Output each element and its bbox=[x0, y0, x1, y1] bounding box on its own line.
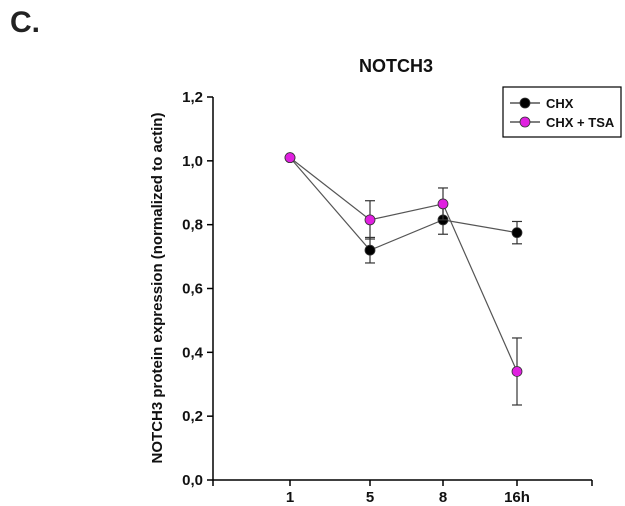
data-point bbox=[364, 214, 376, 226]
series-line bbox=[289, 157, 518, 372]
legend-marker bbox=[519, 97, 531, 109]
x-tick-label: 1 bbox=[286, 489, 294, 506]
y-tick-label: 0,2 bbox=[182, 408, 203, 425]
y-tick-label: 0,6 bbox=[182, 281, 203, 298]
series-chx bbox=[284, 152, 523, 264]
x-tick-label: 16h bbox=[504, 489, 530, 506]
series-line bbox=[289, 157, 518, 251]
axes: 0,0 0,2 0,4 0,6 0,8 1,0 1,2 1 5 8 16h bbox=[182, 89, 593, 506]
data-point bbox=[437, 198, 449, 210]
chart-title: NOTCH3 bbox=[359, 56, 433, 76]
series-layer bbox=[284, 152, 523, 406]
series-chx-tsa bbox=[284, 152, 523, 406]
y-tick-label: 1,0 bbox=[182, 153, 203, 170]
data-point bbox=[511, 366, 523, 377]
y-axis-label: NOTCH3 protein expression (normalized to… bbox=[149, 113, 166, 464]
x-tick-label: 5 bbox=[366, 489, 374, 506]
legend-box bbox=[502, 86, 622, 138]
legend-label: CHX bbox=[546, 96, 574, 111]
legend-label: CHX + TSA bbox=[546, 115, 615, 130]
panel-label: C. bbox=[10, 6, 40, 39]
data-point bbox=[511, 227, 523, 239]
y-tick-label: 0,0 bbox=[182, 472, 203, 489]
legend: CHX CHX + TSA bbox=[502, 86, 622, 138]
data-point bbox=[284, 152, 296, 164]
data-point bbox=[364, 244, 376, 256]
x-tick-label: 8 bbox=[439, 489, 447, 506]
legend-marker bbox=[519, 116, 531, 128]
y-tick-label: 0,8 bbox=[182, 217, 203, 234]
y-tick-label: 1,2 bbox=[182, 89, 203, 106]
y-tick-label: 0,4 bbox=[182, 344, 204, 361]
